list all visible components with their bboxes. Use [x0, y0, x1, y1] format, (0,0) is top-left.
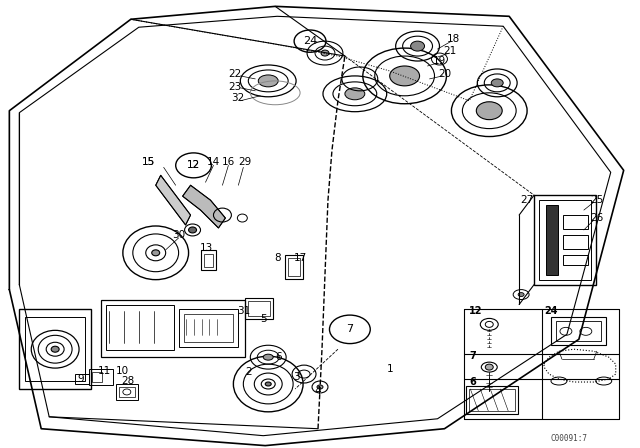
Ellipse shape	[345, 88, 365, 100]
Text: 11: 11	[97, 366, 111, 376]
Bar	[546, 205, 558, 275]
Ellipse shape	[265, 382, 271, 386]
Text: 15: 15	[142, 157, 156, 168]
Ellipse shape	[317, 385, 323, 389]
Text: 25: 25	[590, 195, 604, 205]
Text: 17: 17	[294, 253, 307, 263]
Bar	[551, 318, 605, 345]
Text: 1: 1	[387, 364, 393, 374]
Bar	[106, 306, 173, 350]
Ellipse shape	[263, 354, 273, 360]
Bar	[563, 215, 588, 229]
Text: 26: 26	[590, 213, 604, 223]
Bar	[563, 255, 588, 265]
Text: 3: 3	[292, 372, 300, 382]
Bar	[75, 374, 89, 384]
Text: 21: 21	[443, 46, 456, 56]
Text: 29: 29	[239, 157, 252, 168]
Bar	[285, 255, 303, 279]
Bar	[19, 310, 91, 389]
Bar	[467, 386, 518, 414]
Text: C00091:7: C00091:7	[550, 434, 588, 443]
Text: 4: 4	[315, 386, 321, 396]
Bar	[556, 321, 601, 341]
Text: 7: 7	[346, 324, 353, 334]
Ellipse shape	[390, 66, 420, 86]
Bar	[204, 254, 214, 267]
Text: 19: 19	[433, 56, 446, 66]
Text: 30: 30	[172, 230, 185, 240]
Bar	[101, 300, 245, 357]
Text: 6: 6	[469, 377, 476, 387]
Bar	[92, 372, 102, 382]
Ellipse shape	[259, 75, 278, 87]
Bar	[89, 369, 113, 385]
Bar	[26, 318, 85, 381]
Text: 12: 12	[469, 306, 483, 316]
Text: 18: 18	[447, 34, 460, 44]
Text: 16: 16	[222, 157, 235, 168]
Text: 15: 15	[142, 157, 156, 168]
Text: 13: 13	[200, 243, 213, 253]
Bar	[469, 389, 515, 411]
Text: 9: 9	[77, 374, 84, 384]
Text: 12: 12	[187, 160, 200, 170]
Polygon shape	[156, 175, 191, 225]
Ellipse shape	[476, 102, 502, 120]
Text: 2: 2	[245, 367, 252, 377]
Text: 31: 31	[237, 306, 250, 316]
Bar	[184, 314, 234, 342]
Bar	[116, 384, 138, 400]
Text: 5: 5	[260, 314, 266, 324]
Ellipse shape	[152, 250, 160, 256]
Text: 8: 8	[274, 253, 280, 263]
Ellipse shape	[189, 227, 196, 233]
Text: 10: 10	[116, 366, 129, 376]
Bar	[539, 200, 591, 280]
Text: 23: 23	[228, 82, 242, 92]
Text: 7: 7	[469, 351, 476, 361]
Bar	[288, 258, 300, 276]
Ellipse shape	[485, 364, 493, 370]
Text: 28: 28	[121, 376, 134, 386]
Text: 24: 24	[303, 36, 317, 46]
Bar	[534, 195, 596, 284]
Bar	[563, 235, 588, 249]
Bar	[119, 387, 135, 397]
Text: 6: 6	[275, 352, 282, 362]
Ellipse shape	[492, 79, 503, 87]
Ellipse shape	[51, 346, 59, 352]
Text: 12: 12	[187, 160, 200, 170]
Ellipse shape	[321, 50, 329, 56]
Bar	[200, 250, 216, 270]
Text: 22: 22	[228, 69, 242, 79]
Text: 27: 27	[520, 195, 534, 205]
Text: 32: 32	[231, 93, 244, 103]
Text: 20: 20	[438, 69, 451, 79]
Text: 14: 14	[207, 157, 220, 168]
Ellipse shape	[411, 41, 424, 51]
Text: 24: 24	[544, 306, 557, 316]
Bar	[248, 301, 270, 316]
Bar	[179, 310, 238, 347]
Ellipse shape	[518, 293, 524, 297]
Bar	[245, 297, 273, 319]
Polygon shape	[182, 185, 225, 228]
